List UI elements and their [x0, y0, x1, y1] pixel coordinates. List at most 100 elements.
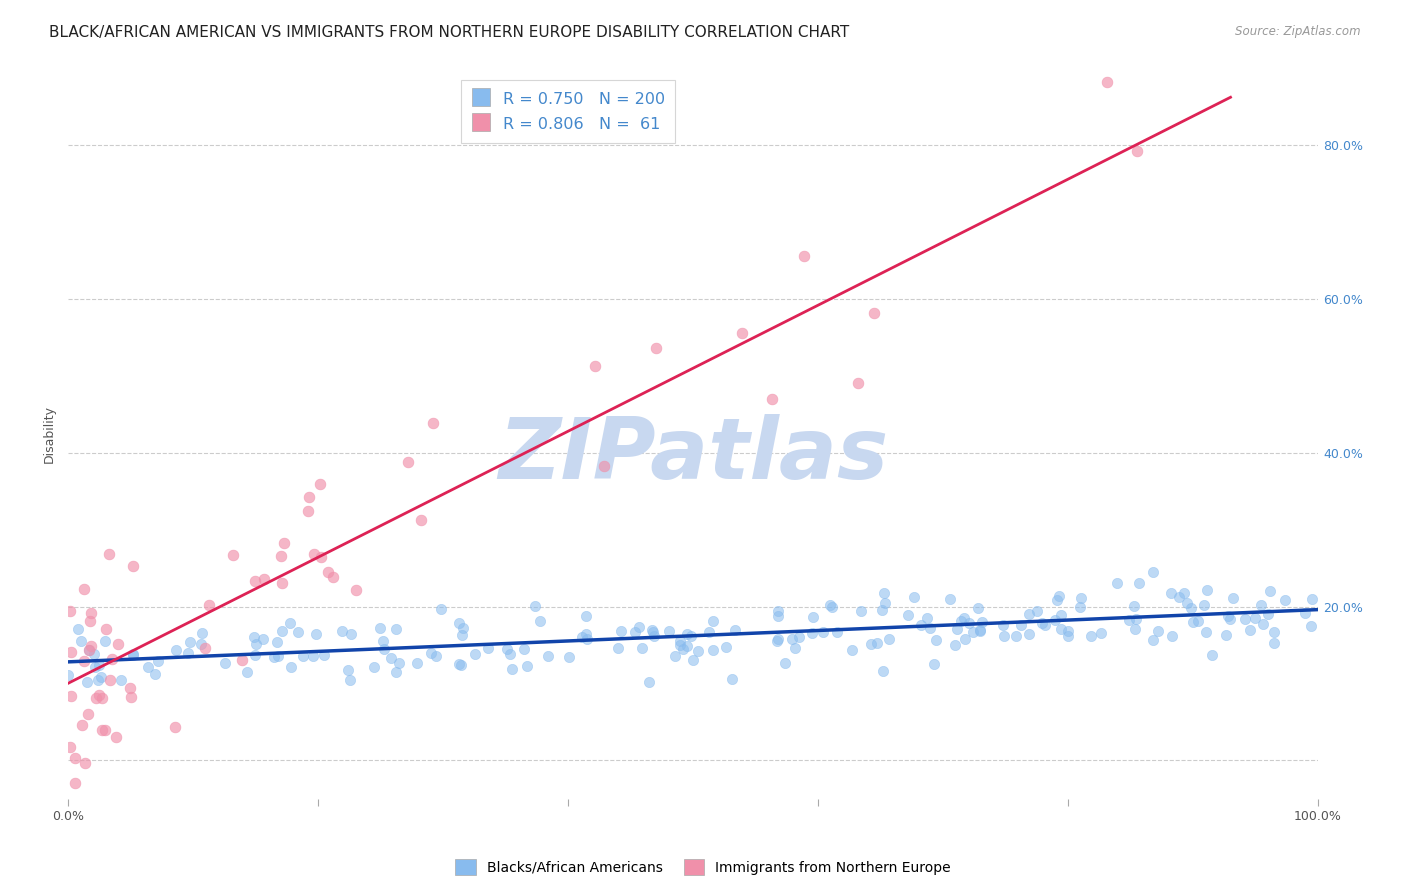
- Point: [373, 641, 395, 656]
- Point: [252, 632, 274, 646]
- Point: [380, 651, 402, 665]
- Point: [628, 620, 651, 634]
- Point: [308, 477, 330, 491]
- Point: [72, 717, 94, 731]
- Point: [263, 650, 285, 665]
- Point: [575, 627, 598, 641]
- Point: [610, 624, 633, 639]
- Point: [1274, 593, 1296, 607]
- Point: [84, 660, 107, 674]
- Point: [305, 627, 328, 641]
- Point: [1126, 144, 1149, 158]
- Point: [1244, 611, 1267, 625]
- Point: [387, 657, 409, 671]
- Point: [953, 632, 976, 646]
- Point: [821, 600, 844, 615]
- Point: [425, 649, 447, 664]
- Point: [583, 359, 606, 373]
- Point: [643, 629, 665, 643]
- Point: [396, 455, 419, 469]
- Point: [198, 598, 221, 612]
- Point: [1047, 589, 1070, 603]
- Point: [1045, 593, 1067, 607]
- Point: [782, 632, 804, 646]
- Point: [60, 689, 83, 703]
- Point: [122, 647, 145, 661]
- Point: [873, 586, 896, 600]
- Point: [1173, 586, 1195, 600]
- Point: [91, 690, 114, 705]
- Point: [278, 615, 301, 630]
- Point: [430, 601, 453, 615]
- Point: [946, 622, 969, 636]
- Point: [1258, 583, 1281, 598]
- Point: [110, 673, 132, 687]
- Point: [1251, 616, 1274, 631]
- Point: [949, 614, 972, 628]
- Point: [1128, 576, 1150, 591]
- Point: [501, 662, 523, 676]
- Point: [266, 635, 288, 649]
- Point: [631, 640, 654, 655]
- Point: [1160, 586, 1182, 600]
- Point: [316, 566, 339, 580]
- Point: [76, 707, 98, 722]
- Point: [245, 574, 267, 588]
- Point: [270, 549, 292, 563]
- Point: [385, 665, 408, 679]
- Point: [686, 643, 709, 657]
- Point: [731, 326, 754, 341]
- Point: [993, 629, 1015, 643]
- Point: [194, 641, 217, 656]
- Point: [1239, 624, 1261, 638]
- Point: [641, 623, 664, 637]
- Point: [1123, 623, 1146, 637]
- Point: [453, 621, 475, 635]
- Point: [637, 674, 659, 689]
- Point: [122, 558, 145, 573]
- Point: [962, 625, 984, 640]
- Point: [447, 615, 470, 630]
- Point: [69, 634, 91, 648]
- Point: [558, 649, 581, 664]
- Legend: Blacks/African Americans, Immigrants from Northern Europe: Blacks/African Americans, Immigrants fro…: [450, 854, 956, 880]
- Point: [972, 615, 994, 629]
- Point: [122, 648, 145, 662]
- Point: [593, 458, 616, 473]
- Point: [676, 627, 699, 641]
- Point: [1182, 615, 1205, 629]
- Point: [1215, 628, 1237, 642]
- Point: [271, 576, 294, 591]
- Point: [280, 659, 302, 673]
- Point: [1057, 624, 1080, 638]
- Point: [1025, 604, 1047, 618]
- Point: [411, 513, 433, 527]
- Point: [714, 640, 737, 654]
- Point: [1050, 607, 1073, 622]
- Point: [384, 623, 406, 637]
- Point: [1294, 606, 1316, 620]
- Point: [97, 547, 120, 561]
- Point: [266, 648, 288, 663]
- Point: [702, 643, 724, 657]
- Point: [143, 666, 166, 681]
- Point: [449, 657, 471, 671]
- Point: [1263, 624, 1285, 639]
- Point: [1049, 623, 1071, 637]
- Point: [63, 751, 86, 765]
- Point: [419, 646, 441, 660]
- Point: [1069, 600, 1091, 615]
- Point: [766, 632, 789, 647]
- Point: [301, 648, 323, 663]
- Point: [1142, 633, 1164, 648]
- Point: [524, 599, 547, 614]
- Point: [939, 592, 962, 607]
- Point: [76, 674, 98, 689]
- Point: [803, 609, 825, 624]
- Point: [77, 642, 100, 657]
- Point: [897, 607, 920, 622]
- Point: [910, 618, 932, 632]
- Point: [841, 643, 863, 657]
- Text: Source: ZipAtlas.com: Source: ZipAtlas.com: [1236, 25, 1361, 38]
- Point: [65, 776, 87, 790]
